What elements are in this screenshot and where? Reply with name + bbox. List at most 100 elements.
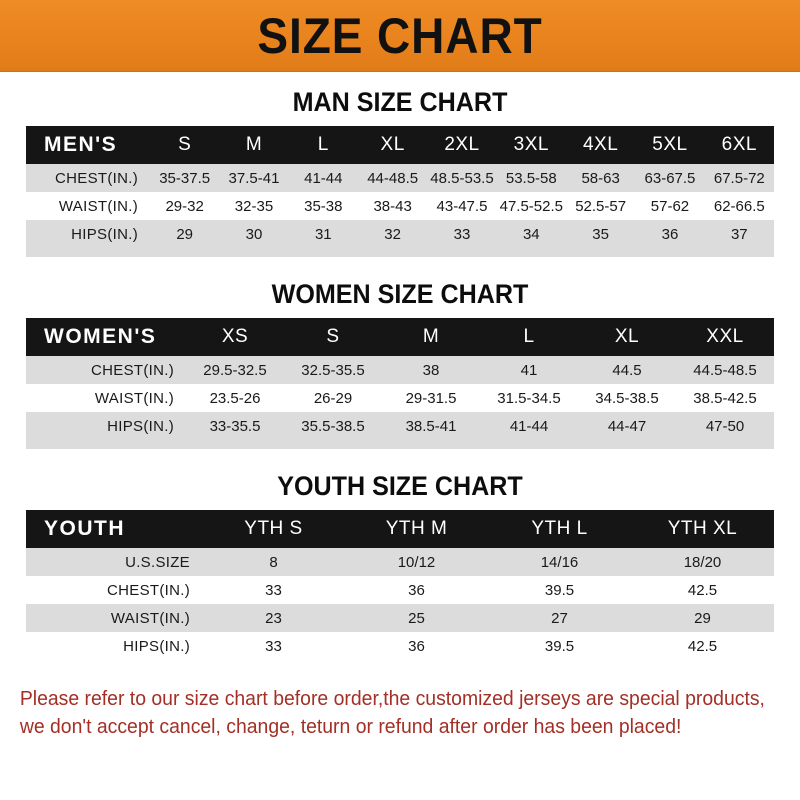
man-cell: 32-35 (234, 197, 274, 215)
youth-table-head: YOUTH YTH S YTH M YTH L YTH XL (26, 510, 774, 548)
man-cell: 35-37.5 (159, 169, 211, 187)
section-title-youth: YOUTH SIZE CHART (277, 471, 523, 501)
man-size-header-3xl: 3XL (513, 134, 549, 155)
youth-size-header-yth-xl: YTH XL (667, 518, 738, 539)
man-size-table: MEN'S S M L XL 2XL 3XL 4XL 5XL 6XL CHEST(IN.) 35-3… (26, 126, 774, 248)
youth-header-row: YOUTH YTH S YTH M YTH L YTH XL (26, 510, 774, 548)
order-disclaimer: Please refer to our size chart before or… (14, 685, 765, 741)
man-row-label: HIPS(IN.) (71, 225, 138, 243)
women-cell: 41 (520, 361, 538, 379)
youth-size-table: YOUTH YTH S YTH M YTH L YTH XL U.S.SIZE 8 10/1… (26, 510, 774, 660)
women-cell: 33-35.5 (209, 417, 261, 435)
women-cell: 35.5-38.5 (301, 417, 365, 435)
table-row: HIPS(IN.) 33 36 39.5 42.5 (26, 632, 774, 660)
women-table-head: WOMEN'S XS S M L XL XXL (26, 318, 774, 356)
man-cell: 32 (384, 225, 401, 243)
man-row-label: WAIST(IN.) (58, 197, 138, 215)
women-size-header-xl: XL (614, 326, 640, 347)
youth-size-table-wrap: YOUTH YTH S YTH M YTH L YTH XL U.S.SIZE 8 10/1… (26, 510, 774, 660)
man-cell: 30 (245, 225, 263, 243)
women-cell: 41-44 (509, 417, 549, 435)
table-row: HIPS(IN.) 33-35.5 35.5-38.5 38.5-41 41-44 44-… (26, 412, 774, 440)
man-size-header-xl: XL (380, 134, 405, 155)
women-cell: 29.5-32.5 (203, 361, 267, 379)
disclaimer-line-2: we don't accept cancel, change, teturn o… (19, 716, 682, 738)
women-row-label: HIPS(IN.) (107, 417, 174, 435)
man-header-row: MEN'S S M L XL 2XL 3XL 4XL 5XL 6XL (26, 126, 774, 164)
youth-cell: 29 (694, 609, 711, 627)
table-row: CHEST(IN.) 33 36 39.5 42.5 (26, 576, 774, 604)
man-cell: 63-67.5 (644, 169, 696, 187)
man-size-header-6xl: 6XL (721, 134, 757, 155)
youth-cell: 25 (408, 609, 425, 627)
women-cell: 44.5 (612, 361, 642, 379)
women-size-header-l: L (523, 326, 535, 347)
man-cell: 62-66.5 (713, 197, 765, 215)
man-cell: 67.5-72 (713, 169, 765, 187)
youth-cell: 27 (551, 609, 568, 627)
women-cell: 29-31.5 (405, 389, 457, 407)
disclaimer-line-1: Please refer to our size chart before or… (19, 688, 765, 710)
man-cell: 38-43 (373, 197, 412, 215)
youth-cell: 8 (269, 553, 278, 571)
women-header-row-label: WOMEN'S (44, 325, 157, 348)
youth-cell: 42.5 (687, 637, 718, 655)
man-size-header-5xl: 5XL (652, 134, 688, 155)
women-row-label: WAIST(IN.) (94, 389, 174, 407)
man-cell: 37 (730, 225, 748, 243)
table-row: CHEST(IN.) 29.5-32.5 32.5-35.5 38 41 44.5 44.5… (26, 356, 774, 384)
women-table-tail-strip (26, 440, 774, 449)
youth-cell: 36 (408, 581, 425, 599)
youth-row-label: HIPS(IN.) (123, 637, 190, 655)
youth-cell: 10/12 (397, 553, 436, 571)
youth-cell: 18/20 (683, 553, 722, 571)
women-table-body: CHEST(IN.) 29.5-32.5 32.5-35.5 38 41 44.5 44.5… (26, 356, 774, 440)
man-cell: 43-47.5 (436, 197, 488, 215)
table-row: WAIST(IN.) 23.5-26 26-29 29-31.5 31.5-34.5 34… (26, 384, 774, 412)
man-size-table-wrap: MEN'S S M L XL 2XL 3XL 4XL 5XL 6XL CHEST(IN.) 35-3… (26, 126, 774, 248)
table-row: CHEST(IN.) 35-37.5 37.5-41 41-44 44-48.5 48.5… (26, 164, 774, 192)
man-table-head: MEN'S S M L XL 2XL 3XL 4XL 5XL 6XL (26, 126, 774, 164)
man-header-row-label: MEN'S (44, 133, 118, 156)
youth-size-header-yth-s: YTH S (244, 518, 303, 539)
man-cell: 57-62 (650, 197, 690, 215)
man-cell: 29-32 (165, 197, 204, 215)
women-size-table-wrap: WOMEN'S XS S M L XL XXL CHEST(IN.) 29.5-32.5 32.… (26, 318, 774, 440)
women-cell: 23.5-26 (209, 389, 261, 407)
youth-size-header-yth-l: YTH L (531, 518, 588, 539)
man-cell: 44-48.5 (367, 169, 419, 187)
man-cell: 58-63 (581, 169, 620, 187)
youth-cell: 23 (265, 609, 282, 627)
man-cell: 33 (453, 225, 471, 243)
women-size-header-m: M (422, 326, 440, 347)
women-cell: 38.5-41 (405, 417, 457, 435)
youth-header-row-label: YOUTH (44, 517, 125, 540)
women-cell: 26-29 (313, 389, 353, 407)
man-size-header-l: L (317, 134, 329, 155)
women-cell: 31.5-34.5 (497, 389, 561, 407)
man-cell: 52.5-57 (575, 197, 627, 215)
man-size-header-4xl: 4XL (582, 134, 619, 155)
women-cell: 44-47 (607, 417, 647, 435)
women-size-header-xxl: XXL (706, 326, 744, 347)
women-cell: 32.5-35.5 (301, 361, 365, 379)
youth-cell: 33 (265, 637, 282, 655)
table-row: WAIST(IN.) 29-32 32-35 35-38 38-43 43-47.5 47.… (26, 192, 774, 220)
women-cell: 44.5-48.5 (693, 361, 757, 379)
man-size-header-s: S (178, 134, 192, 155)
women-cell: 38 (422, 361, 440, 379)
youth-cell: 42.5 (687, 581, 718, 599)
man-row-label: CHEST(IN.) (55, 169, 138, 187)
women-size-header-s: S (326, 326, 340, 347)
youth-table-tail-strip (26, 660, 774, 669)
women-size-table: WOMEN'S XS S M L XL XXL CHEST(IN.) 29.5-32.5 32.… (26, 318, 774, 440)
man-cell: 35 (592, 225, 609, 243)
man-cell: 53.5-58 (505, 169, 557, 187)
women-header-row: WOMEN'S XS S M L XL XXL (26, 318, 774, 356)
youth-table-body: U.S.SIZE 8 10/12 14/16 18/20 CHEST(IN.) 33 36 39… (26, 548, 774, 660)
man-cell: 35-38 (304, 197, 343, 215)
section-title-man: MAN SIZE CHART (292, 87, 508, 117)
women-row-label: CHEST(IN.) (91, 361, 174, 379)
youth-row-label: U.S.SIZE (125, 553, 190, 571)
man-cell: 34 (522, 225, 540, 243)
